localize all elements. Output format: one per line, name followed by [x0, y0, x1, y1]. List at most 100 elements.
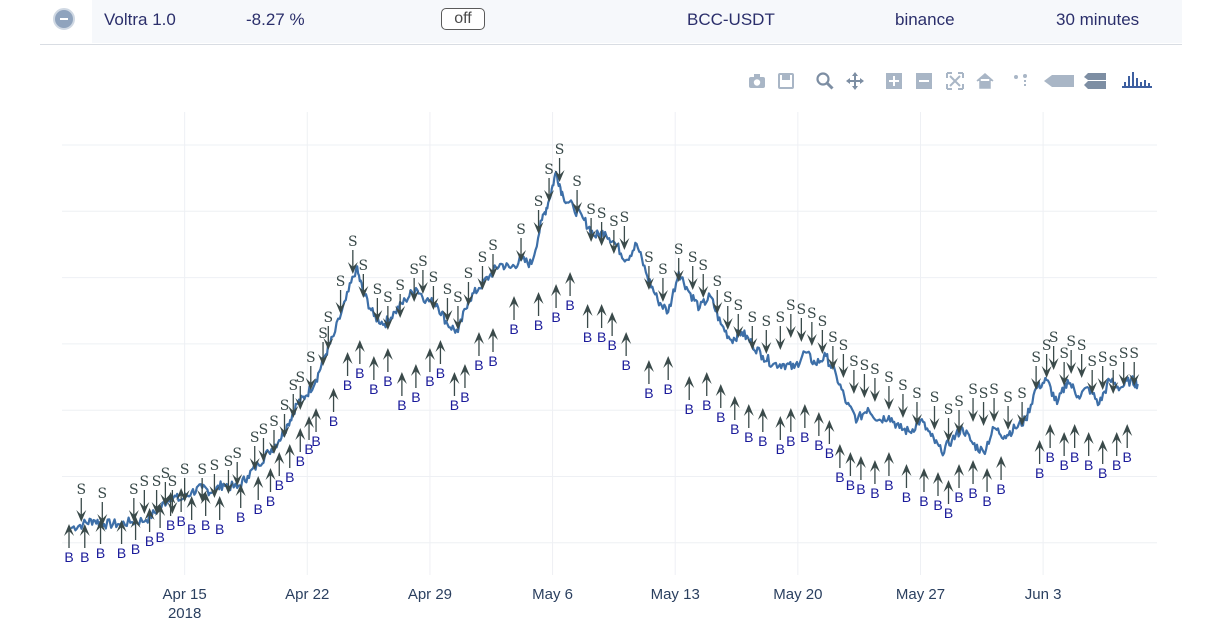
sell-label: S — [168, 474, 178, 490]
sell-marker: S — [139, 474, 150, 514]
buy-arrow-head — [253, 476, 264, 488]
sell-arrow-head — [268, 442, 279, 454]
sell-marker: S — [796, 302, 807, 342]
hover-compare-icon[interactable] — [1082, 70, 1108, 92]
buy-arrow-head — [1083, 432, 1094, 444]
buy-arrow-head — [565, 272, 576, 284]
sell-marker: S — [761, 314, 772, 354]
sell-marker: S — [160, 466, 171, 506]
zoom-icon[interactable] — [814, 70, 836, 92]
buy-marker: B — [1069, 424, 1080, 465]
sell-arrow-head — [347, 262, 358, 274]
sell-marker: S — [358, 258, 369, 298]
sell-arrow-head — [167, 502, 178, 514]
sell-label: S — [733, 298, 743, 314]
price-line-layer — [70, 170, 1139, 532]
sell-label: S — [140, 474, 150, 490]
buy-marker: B — [424, 348, 435, 389]
strategy-toggle-button[interactable]: off — [441, 8, 485, 30]
buy-label: B — [534, 317, 543, 333]
sell-arrow-head — [827, 358, 838, 370]
sell-arrow-head — [1041, 366, 1052, 378]
sell-marker: S — [382, 290, 393, 330]
sell-arrow-head — [733, 326, 744, 338]
buy-arrow-head — [176, 488, 187, 500]
candle-interval: 30 minutes — [1056, 10, 1140, 29]
sell-arrow-head — [487, 266, 498, 278]
sell-marker: S — [883, 370, 894, 410]
buy-marker: B — [982, 468, 993, 509]
spike-lines-icon[interactable] — [1010, 70, 1032, 92]
buy-arrow-head — [265, 468, 276, 480]
sell-marker: S — [838, 338, 849, 378]
buy-label: B — [343, 377, 352, 393]
sell-label: S — [544, 162, 554, 178]
sell-label: S — [429, 270, 439, 286]
buy-label: B — [131, 541, 140, 557]
buy-marker: B — [435, 340, 446, 381]
buy-marker: B — [869, 460, 880, 501]
pan-icon[interactable] — [844, 70, 866, 92]
buy-marker: B — [253, 476, 264, 517]
buy-label: B — [1098, 465, 1107, 481]
sell-label: S — [383, 290, 393, 306]
sell-label: S — [1119, 346, 1129, 362]
sell-arrow-head — [463, 294, 474, 306]
sell-label: S — [1003, 390, 1013, 406]
buy-arrow-head — [295, 428, 306, 440]
zoom-out-icon[interactable] — [913, 70, 935, 92]
sell-marker: S — [785, 298, 796, 338]
hover-closest-icon[interactable] — [1042, 70, 1076, 92]
sell-label: S — [954, 394, 964, 410]
buy-label: B — [954, 489, 963, 505]
camera-icon[interactable] — [746, 70, 768, 92]
sell-arrow-head — [785, 326, 796, 338]
sell-arrow-head — [586, 230, 597, 242]
sell-arrow-head — [477, 278, 488, 290]
buy-marker: B — [845, 452, 856, 493]
buy-arrow-head — [596, 304, 607, 316]
zoom-in-icon[interactable] — [883, 70, 905, 92]
sell-marker: S — [619, 210, 630, 250]
buy-label: B — [450, 397, 459, 413]
sell-label: S — [464, 266, 474, 282]
collapse-button[interactable] — [53, 8, 75, 30]
sell-arrow-head — [258, 450, 269, 462]
buy-marker: B — [130, 516, 141, 557]
buy-arrow-head — [757, 408, 768, 420]
sell-label: S — [586, 202, 596, 218]
sell-label: S — [898, 378, 908, 394]
buy-label: B — [607, 337, 616, 353]
sell-arrow-head — [249, 458, 260, 470]
buy-marker: B — [813, 412, 824, 453]
buy-arrow-head — [551, 284, 562, 296]
buy-arrow-head — [509, 296, 520, 308]
performance-value: -8.27 % — [246, 10, 305, 29]
sell-marker: S — [643, 250, 654, 290]
sell-marker: S — [897, 378, 908, 418]
reset-axes-icon[interactable] — [974, 70, 996, 92]
sell-marker: S — [712, 274, 723, 314]
sell-label: S — [674, 242, 684, 258]
sell-marker: S — [1087, 354, 1098, 394]
price-line — [70, 170, 1139, 532]
buy-marker: B — [165, 492, 176, 533]
buy-label: B — [933, 497, 942, 513]
buy-marker: B — [176, 488, 187, 529]
sell-marker: S — [806, 306, 817, 346]
sell-marker: S — [608, 214, 619, 254]
plotly-logo-icon[interactable] — [1120, 70, 1156, 92]
sell-marker: S — [1066, 334, 1077, 374]
save-icon[interactable] — [775, 70, 797, 92]
sell-arrow-head — [442, 310, 453, 322]
sell-label: S — [712, 274, 722, 290]
sell-arrow-head — [968, 410, 979, 422]
sell-marker: S — [968, 382, 979, 422]
x-tick-label: May 27 — [896, 586, 945, 603]
buy-label: B — [1035, 465, 1044, 481]
sell-arrow-head — [929, 418, 940, 430]
autoscale-icon[interactable] — [944, 70, 966, 92]
buy-arrow-head — [487, 328, 498, 340]
buy-arrow-head — [701, 372, 712, 384]
